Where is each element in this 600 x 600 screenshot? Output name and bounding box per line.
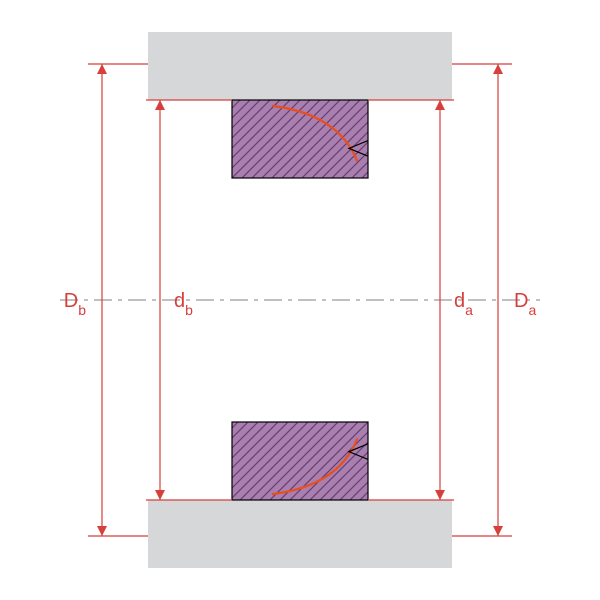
dim-label-D_b: Db <box>64 290 86 318</box>
dim-label-d_a: da <box>454 290 473 318</box>
dim-label-d_b: db <box>174 290 193 318</box>
dim-label-D_a: Da <box>514 290 536 318</box>
bearing-diagram: Db db da Da <box>0 0 600 600</box>
